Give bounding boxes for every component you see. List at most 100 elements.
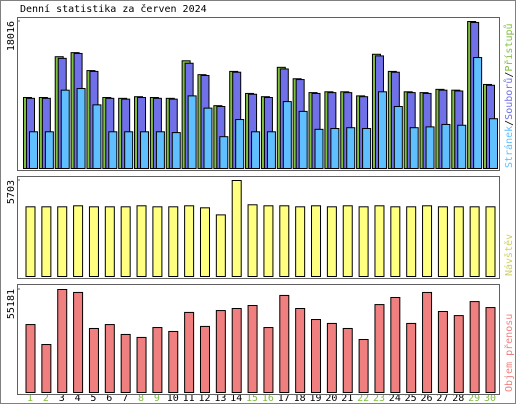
bar <box>326 322 337 393</box>
x-tick-label: 24 <box>389 393 401 404</box>
x-tick-label: 30 <box>484 393 496 404</box>
bar <box>342 205 353 277</box>
x-tick-label: 10 <box>167 393 179 404</box>
x-tick-label: 25 <box>405 393 417 404</box>
x-tick-label: 28 <box>452 393 464 404</box>
bar <box>231 180 242 277</box>
bar <box>362 128 372 170</box>
bar <box>358 338 369 394</box>
bar <box>453 206 464 277</box>
bar <box>60 89 70 169</box>
x-tick-label: 14 <box>230 393 242 404</box>
bar <box>25 324 36 394</box>
x-tick-label: 5 <box>90 393 96 404</box>
bar <box>57 289 68 393</box>
bar <box>485 206 496 277</box>
y-tick-label: 18016 <box>6 21 17 51</box>
bar <box>215 310 226 394</box>
x-tick-label: 19 <box>309 393 321 404</box>
bar <box>152 327 163 393</box>
bar <box>171 132 181 169</box>
x-tick-label: 2 <box>43 393 49 404</box>
x-tick-label: 29 <box>468 393 480 404</box>
bar <box>120 206 131 277</box>
bar <box>203 107 213 169</box>
bar <box>152 206 163 277</box>
bar <box>155 131 165 169</box>
bar <box>279 294 290 393</box>
bar <box>263 327 274 393</box>
bar <box>282 101 292 169</box>
bar <box>390 206 401 277</box>
bar <box>279 205 290 277</box>
legend-entry: Souborů <box>503 78 515 120</box>
bar <box>311 205 322 277</box>
bar <box>92 104 102 170</box>
bar <box>136 336 147 394</box>
legend-separator: / <box>504 72 515 78</box>
x-tick-label: 11 <box>183 393 195 404</box>
bar <box>422 291 433 394</box>
bar <box>453 315 464 393</box>
bar <box>326 206 337 277</box>
chart-title: Denní statistika za červen 2024 <box>20 3 207 15</box>
bar <box>342 327 353 394</box>
y-tick-label: 55181 <box>6 289 17 319</box>
bar <box>409 127 419 170</box>
x-tick-label: 7 <box>122 393 128 404</box>
bar <box>108 131 118 169</box>
legend: Objem přenosu <box>503 314 515 392</box>
bar <box>425 126 435 169</box>
bar <box>295 308 306 393</box>
bar <box>41 344 52 393</box>
bar <box>247 204 258 277</box>
bar <box>199 325 210 394</box>
x-tick-label: 6 <box>106 393 112 404</box>
bar <box>184 205 195 277</box>
bar <box>25 206 36 277</box>
legend-entry: Přístupů <box>503 23 515 71</box>
bar <box>457 124 467 169</box>
x-tick-label: 23 <box>373 393 385 404</box>
legend-entry: Objem přenosu <box>503 314 515 392</box>
legend: Stránek/Souborů/Přístupů <box>503 23 515 168</box>
bar <box>422 205 433 277</box>
bar <box>88 327 99 394</box>
x-tick-label: 21 <box>341 393 353 404</box>
bar <box>168 330 179 393</box>
x-tick-label: 3 <box>59 393 65 404</box>
x-tick-label: 20 <box>325 393 337 404</box>
bar <box>406 322 417 393</box>
bar <box>215 214 226 277</box>
x-tick-label: 8 <box>138 393 144 404</box>
bar <box>120 333 131 393</box>
bar <box>374 304 385 393</box>
legend-entry: Návštěv <box>503 234 515 276</box>
bar <box>406 206 417 277</box>
bar <box>473 57 483 169</box>
bar <box>104 206 115 277</box>
bar <box>73 291 84 394</box>
bar <box>29 131 38 169</box>
bar <box>184 311 195 393</box>
bar <box>76 88 86 169</box>
bar <box>57 206 68 277</box>
bar <box>199 207 210 277</box>
bar <box>358 206 369 277</box>
bar <box>168 206 179 277</box>
x-tick-label: 22 <box>357 393 369 404</box>
x-tick-label: 17 <box>278 393 290 404</box>
bar <box>140 131 150 169</box>
bar <box>441 123 451 169</box>
x-tick-label: 16 <box>262 393 274 404</box>
legend: Návštěv <box>503 234 515 276</box>
bar <box>187 95 197 169</box>
bar <box>437 310 448 393</box>
x-tick-label: 18 <box>294 393 306 404</box>
x-tick-label: 9 <box>154 393 160 404</box>
bar <box>390 296 401 393</box>
bar <box>104 324 115 394</box>
y-tick-label: 5703 <box>6 180 17 204</box>
bar <box>73 205 84 277</box>
bar <box>247 305 258 393</box>
